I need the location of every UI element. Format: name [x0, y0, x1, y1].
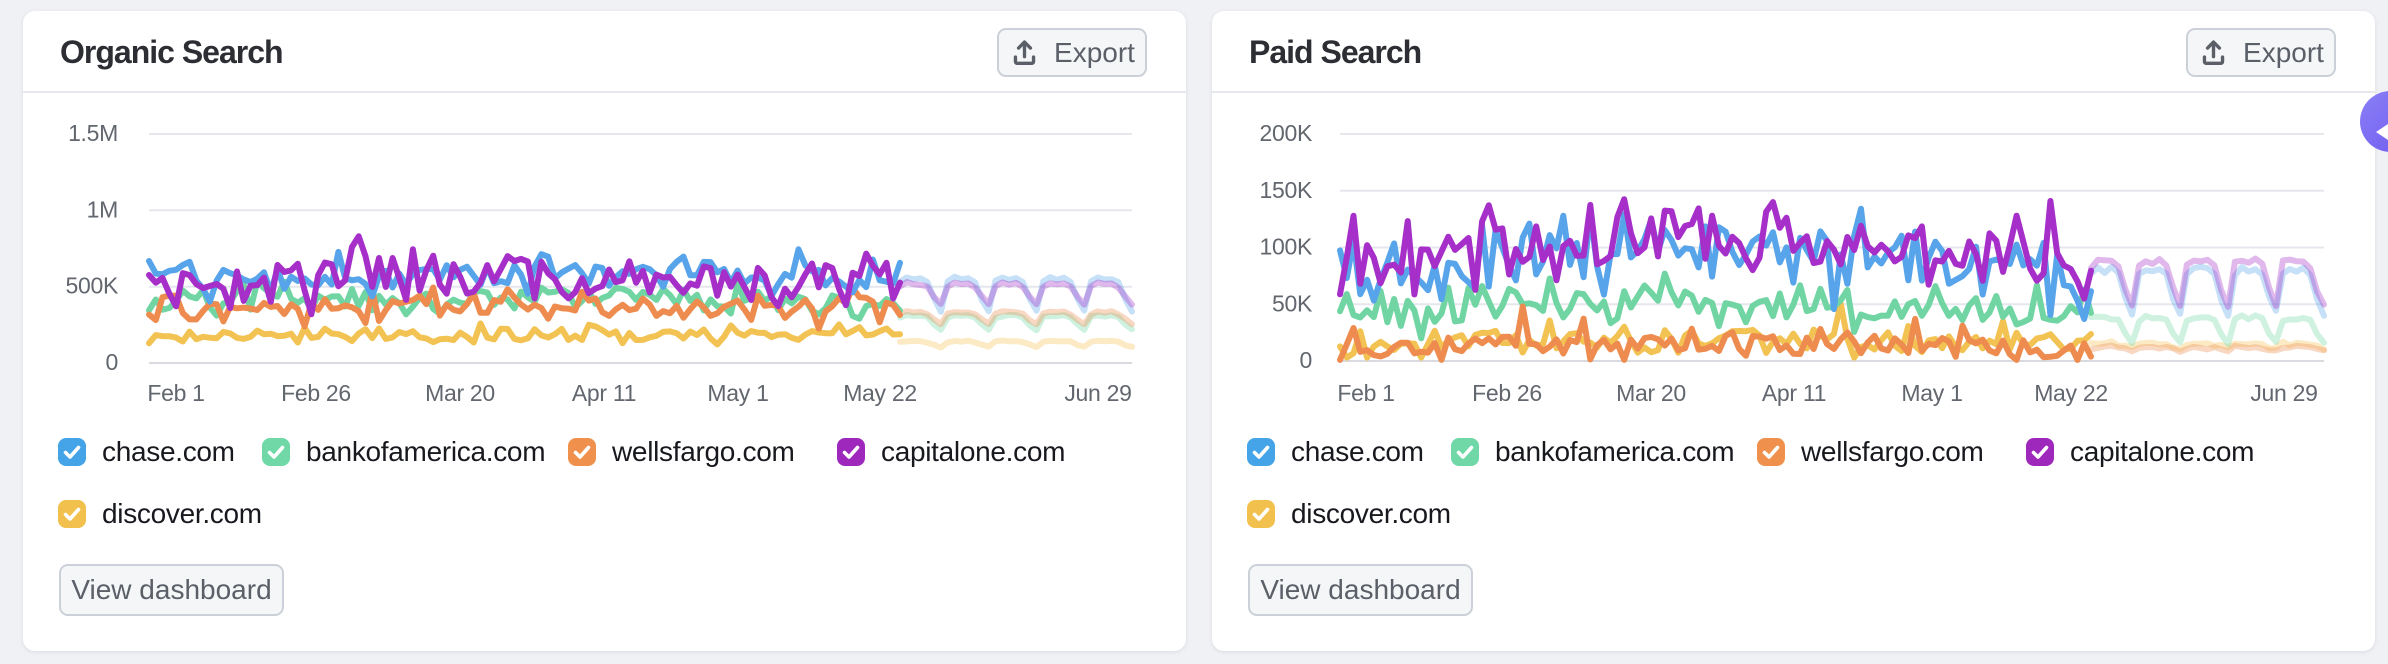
svg-text:0: 0: [106, 349, 119, 375]
svg-text:Apr 11: Apr 11: [572, 380, 636, 406]
svg-text:Jun 29: Jun 29: [2250, 380, 2317, 406]
svg-text:Mar 20: Mar 20: [1616, 380, 1686, 406]
svg-text:200K: 200K: [1259, 120, 1312, 146]
svg-text:May 1: May 1: [707, 380, 768, 406]
svg-text:Feb 26: Feb 26: [281, 380, 351, 406]
svg-text:May 22: May 22: [843, 380, 917, 406]
svg-text:Apr 11: Apr 11: [1762, 380, 1826, 406]
svg-text:Feb 26: Feb 26: [1472, 380, 1542, 406]
svg-text:1M: 1M: [87, 196, 118, 222]
svg-text:0: 0: [1300, 347, 1313, 373]
svg-text:Feb 1: Feb 1: [147, 380, 204, 406]
svg-text:100K: 100K: [1259, 234, 1312, 260]
svg-text:Mar 20: Mar 20: [425, 380, 495, 406]
svg-text:Feb 1: Feb 1: [1337, 380, 1394, 406]
svg-text:1.5M: 1.5M: [68, 120, 118, 146]
svg-text:150K: 150K: [1259, 177, 1312, 203]
svg-text:50K: 50K: [1272, 290, 1313, 316]
svg-text:Jun 29: Jun 29: [1064, 380, 1131, 406]
svg-text:May 1: May 1: [1901, 380, 1962, 406]
svg-text:May 22: May 22: [2034, 380, 2108, 406]
svg-text:500K: 500K: [65, 273, 118, 299]
